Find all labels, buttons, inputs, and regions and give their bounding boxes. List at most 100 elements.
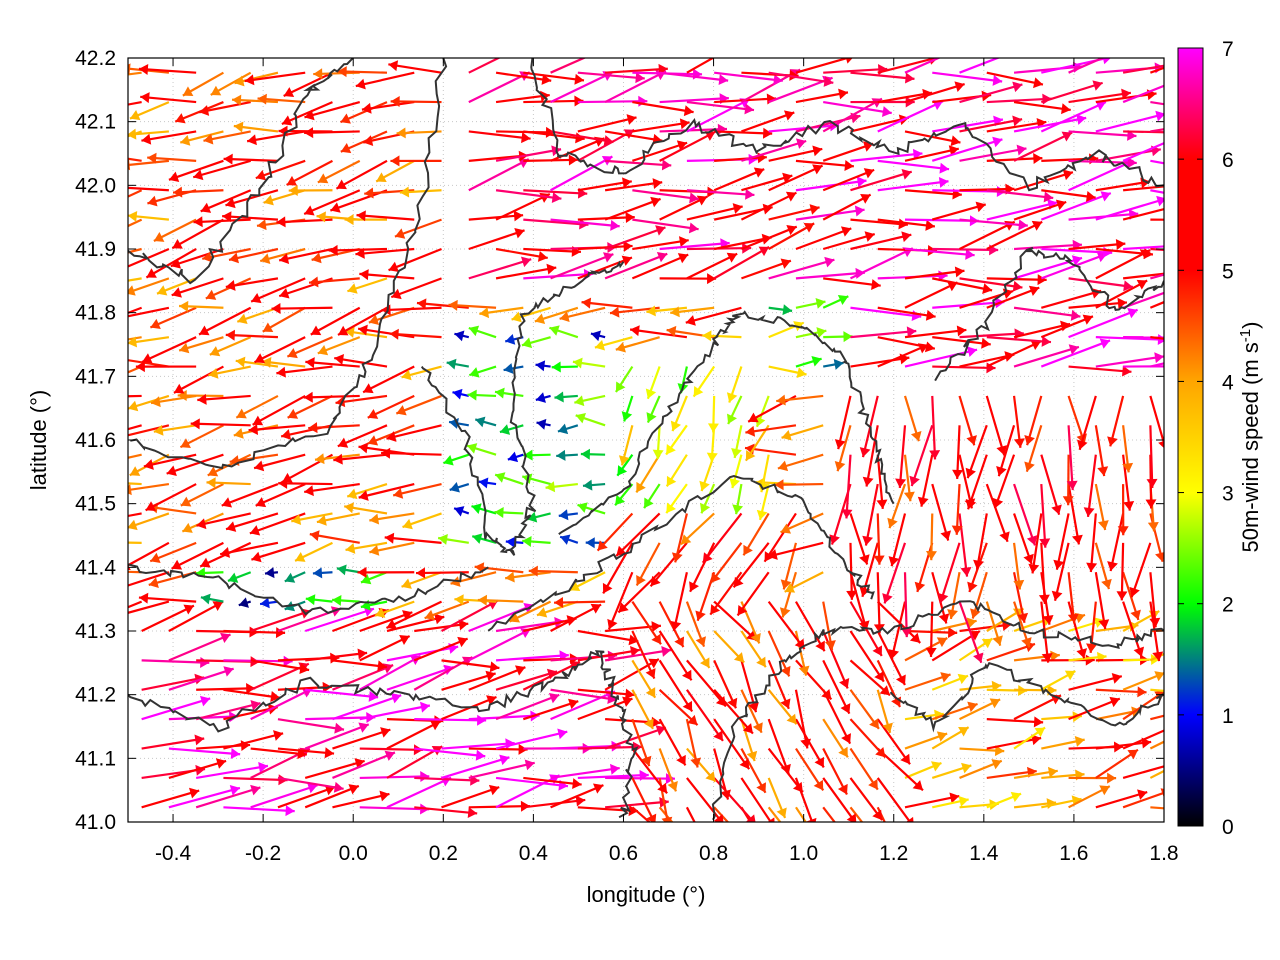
wind-vector xyxy=(904,247,975,260)
wind-vector xyxy=(986,285,1040,309)
wind-vector xyxy=(768,71,834,87)
wind-vector xyxy=(1013,344,1080,368)
wind-vector xyxy=(452,388,470,400)
wind-vector xyxy=(632,140,688,162)
wind-vector xyxy=(336,564,360,576)
wind-vector xyxy=(1094,483,1109,531)
wind-vector xyxy=(1123,185,1164,192)
wind-vector xyxy=(286,336,333,359)
wind-vector xyxy=(849,718,887,759)
wind-vector xyxy=(150,394,197,408)
wind-vector xyxy=(1068,617,1105,633)
wind-vector xyxy=(495,189,562,204)
wind-vector xyxy=(602,542,634,594)
wind-vector xyxy=(1039,484,1051,548)
wind-vector xyxy=(822,718,849,758)
wind-vector xyxy=(973,513,988,570)
wind-vector xyxy=(192,159,251,181)
colorbar-tick-label: 7 xyxy=(1222,38,1234,61)
wind-vector xyxy=(128,571,170,587)
wind-vector xyxy=(385,600,443,630)
wind-vector xyxy=(1013,255,1083,280)
wind-vector xyxy=(822,777,857,822)
wind-vector xyxy=(959,745,1005,757)
wind-vector xyxy=(468,227,525,251)
wind-vector xyxy=(605,159,672,171)
wind-vector xyxy=(701,512,743,564)
wind-vector xyxy=(313,68,360,80)
wind-vector xyxy=(692,365,716,398)
wind-vector xyxy=(1122,571,1141,621)
wind-vector xyxy=(888,513,907,567)
wind-vector xyxy=(958,513,972,577)
wind-vector xyxy=(1150,714,1164,721)
wind-vector xyxy=(141,787,200,809)
wind-vector xyxy=(685,718,702,768)
wind-vector xyxy=(141,604,195,632)
wind-vector xyxy=(234,71,279,87)
wind-vector xyxy=(631,689,654,730)
wind-vector xyxy=(277,718,345,734)
wind-vector xyxy=(604,178,663,192)
wind-vector xyxy=(135,361,197,373)
y-tick-label: 41.6 xyxy=(75,429,116,452)
wind-vector xyxy=(577,114,637,133)
wind-vector xyxy=(257,93,306,105)
wind-vector xyxy=(414,619,469,633)
wind-vector xyxy=(986,340,1042,368)
wind-vector xyxy=(1013,306,1081,321)
wind-vector xyxy=(768,365,807,379)
wind-vector xyxy=(1095,789,1148,809)
wind-vector xyxy=(550,688,618,705)
wind-vector xyxy=(1122,601,1145,658)
wind-vector xyxy=(304,758,365,779)
wind-vector xyxy=(253,453,306,472)
wind-vector xyxy=(179,300,224,312)
wind-vector xyxy=(557,423,579,435)
wind-vector xyxy=(171,277,224,298)
wind-vector xyxy=(375,159,415,183)
wind-vector xyxy=(1123,130,1164,134)
wind-vector xyxy=(170,247,224,269)
wind-vector xyxy=(128,600,170,614)
wind-vector xyxy=(1068,58,1106,74)
terrain-contour xyxy=(487,474,875,632)
wind-vector xyxy=(1040,601,1053,663)
wind-vector xyxy=(917,454,934,507)
y-tick-label: 42.0 xyxy=(75,174,116,197)
x-tick-label: 0.2 xyxy=(429,842,458,865)
wind-vector xyxy=(794,689,812,749)
wind-vector xyxy=(467,389,497,401)
wind-vector xyxy=(303,391,360,403)
wind-vector xyxy=(550,58,587,74)
wind-vector xyxy=(195,761,269,780)
wind-vector xyxy=(823,331,853,343)
wind-vector xyxy=(834,425,852,472)
wind-vector xyxy=(153,424,197,436)
wind-vector xyxy=(1013,100,1071,115)
wind-vector xyxy=(621,395,634,422)
colorbar-tick-label: 4 xyxy=(1222,371,1234,394)
wind-vector xyxy=(767,777,787,819)
wind-vector xyxy=(479,306,524,319)
wind-vector xyxy=(729,454,743,489)
wind-vector xyxy=(846,542,858,600)
wind-vector xyxy=(876,600,922,644)
wind-vector xyxy=(402,512,442,530)
wind-vector xyxy=(577,502,606,515)
wind-vector xyxy=(128,210,170,222)
wind-vector xyxy=(777,453,824,472)
wind-vector xyxy=(604,658,660,691)
wind-vector xyxy=(740,718,758,762)
wind-vector xyxy=(549,325,579,339)
wind-vector xyxy=(580,448,606,460)
wind-vector xyxy=(850,71,915,84)
wind-vector xyxy=(1095,195,1164,221)
wind-vector xyxy=(1068,297,1128,309)
wind-vector xyxy=(494,387,524,399)
wind-vector xyxy=(1094,425,1109,477)
wind-vector xyxy=(959,115,1023,133)
wind-vector xyxy=(128,71,142,76)
wind-vector xyxy=(195,784,261,809)
wind-vector xyxy=(901,572,913,638)
